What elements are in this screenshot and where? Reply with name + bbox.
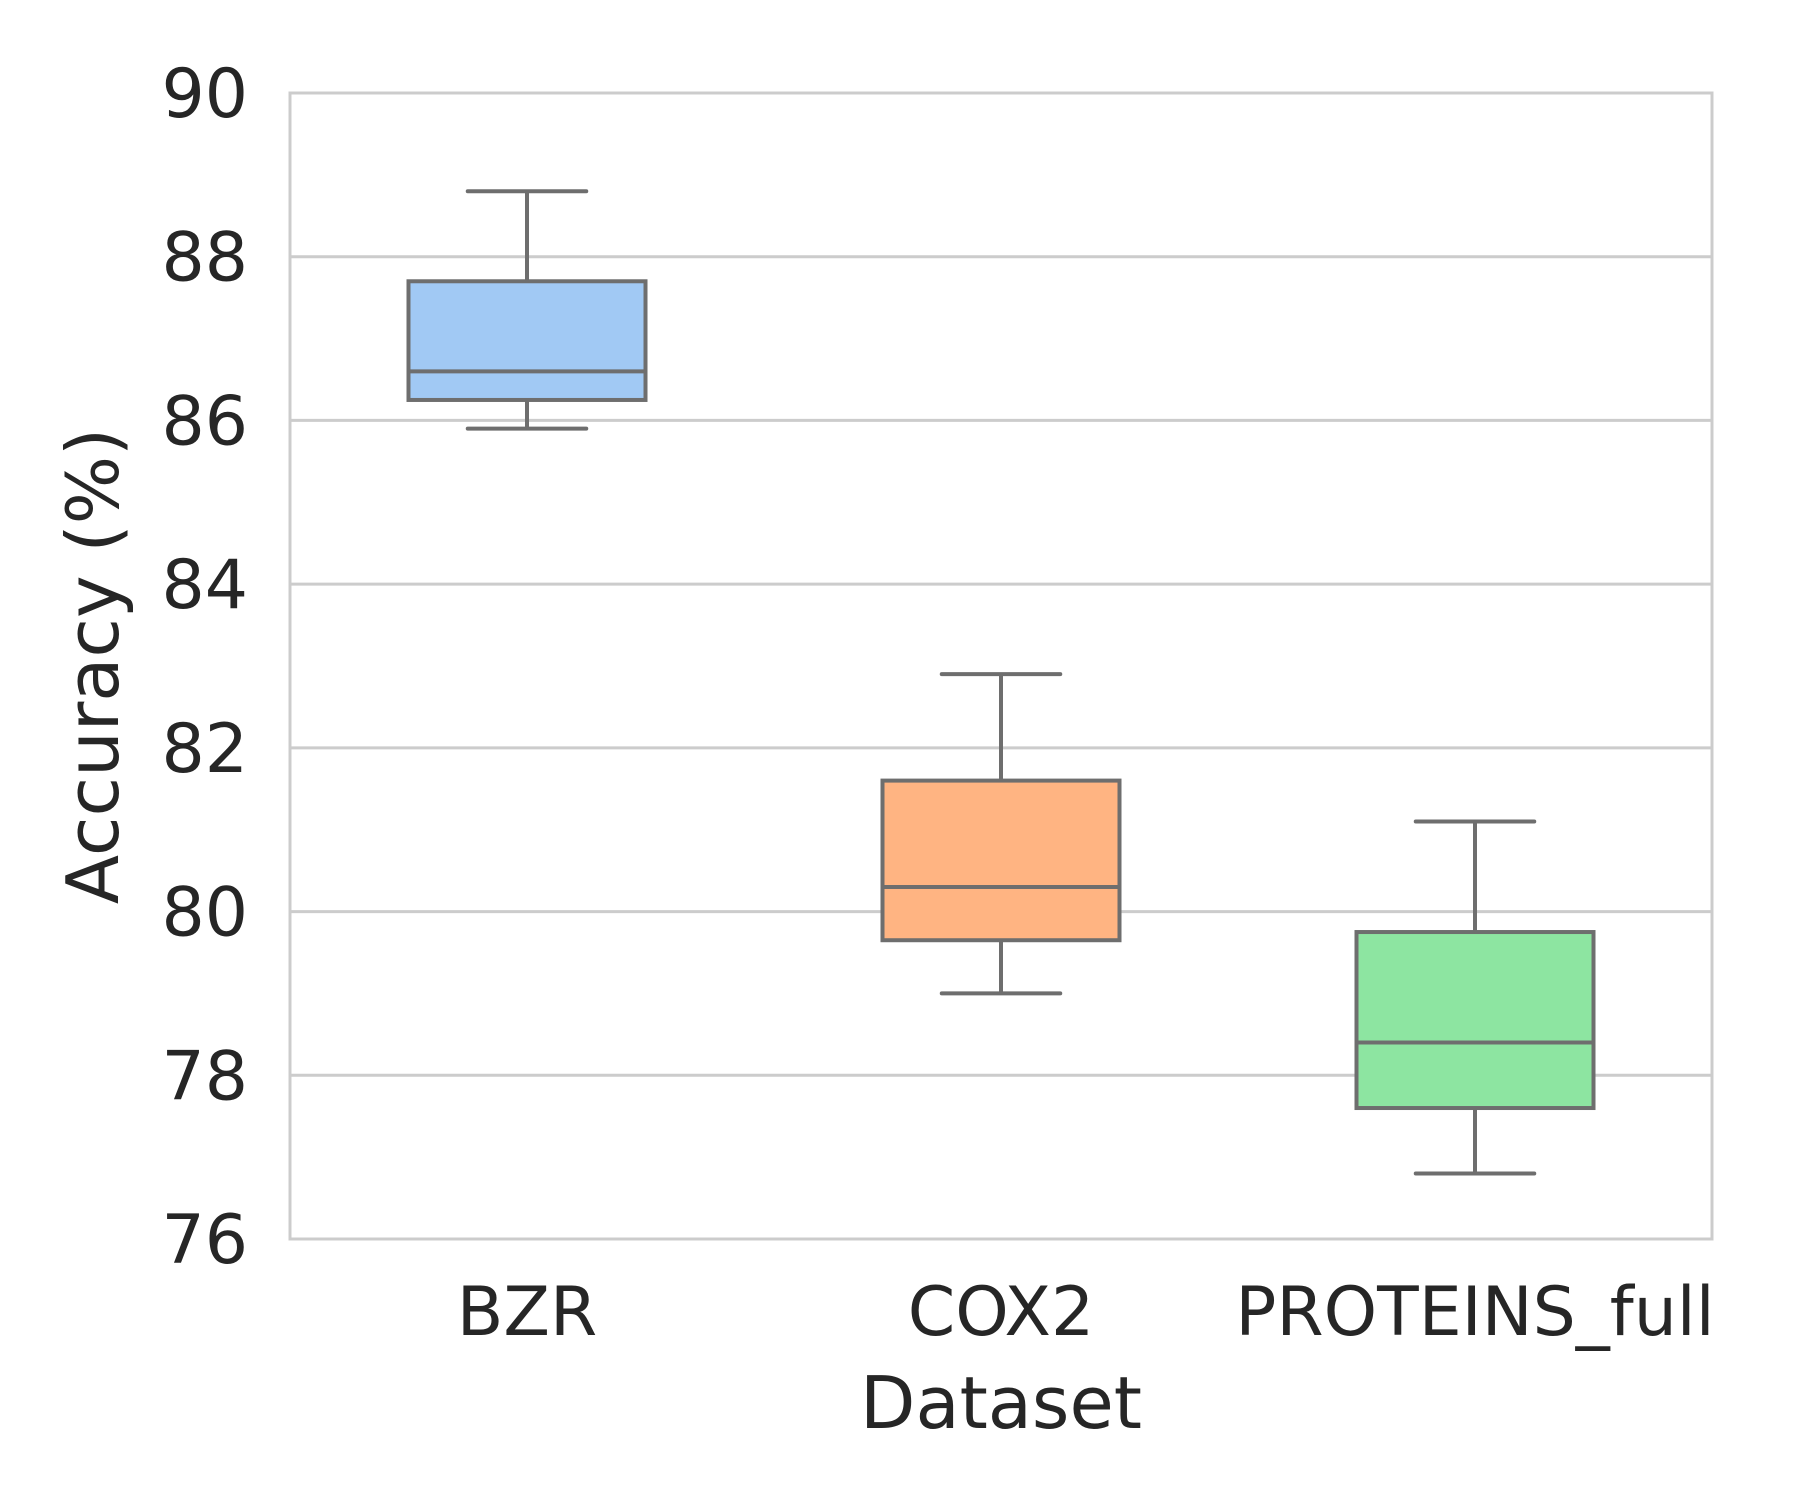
y-tick-label: 82 bbox=[161, 710, 248, 789]
box-cox2 bbox=[880, 672, 1122, 996]
box-bzr bbox=[406, 189, 648, 431]
iqr-box bbox=[1354, 930, 1596, 1111]
x-tick-label: PROTEINS_full bbox=[1235, 1273, 1714, 1352]
y-tick-label: 86 bbox=[161, 382, 248, 461]
y-tick-label: 88 bbox=[161, 219, 248, 298]
x-tick-labels: BZR COX2 PROTEINS_full bbox=[457, 1273, 1715, 1352]
plot-frame bbox=[288, 91, 1714, 1241]
y-tick-labels: 76 78 80 82 84 86 88 90 bbox=[161, 55, 248, 1280]
box-proteins-full bbox=[1354, 819, 1596, 1176]
x-tick-label: COX2 bbox=[908, 1273, 1095, 1352]
y-tick-label: 80 bbox=[161, 874, 248, 953]
y-tick-label: 84 bbox=[161, 546, 248, 625]
iqr-box bbox=[880, 778, 1122, 943]
y-tick-label: 76 bbox=[161, 1201, 248, 1280]
iqr-box bbox=[406, 279, 648, 402]
y-tick-label: 78 bbox=[161, 1037, 248, 1116]
x-tick-label: BZR bbox=[457, 1273, 597, 1352]
y-axis-title: Accuracy (%) bbox=[51, 428, 135, 904]
x-axis-title: Dataset bbox=[860, 1361, 1142, 1445]
boxes bbox=[406, 189, 1596, 1176]
y-tick-label: 90 bbox=[161, 55, 248, 134]
